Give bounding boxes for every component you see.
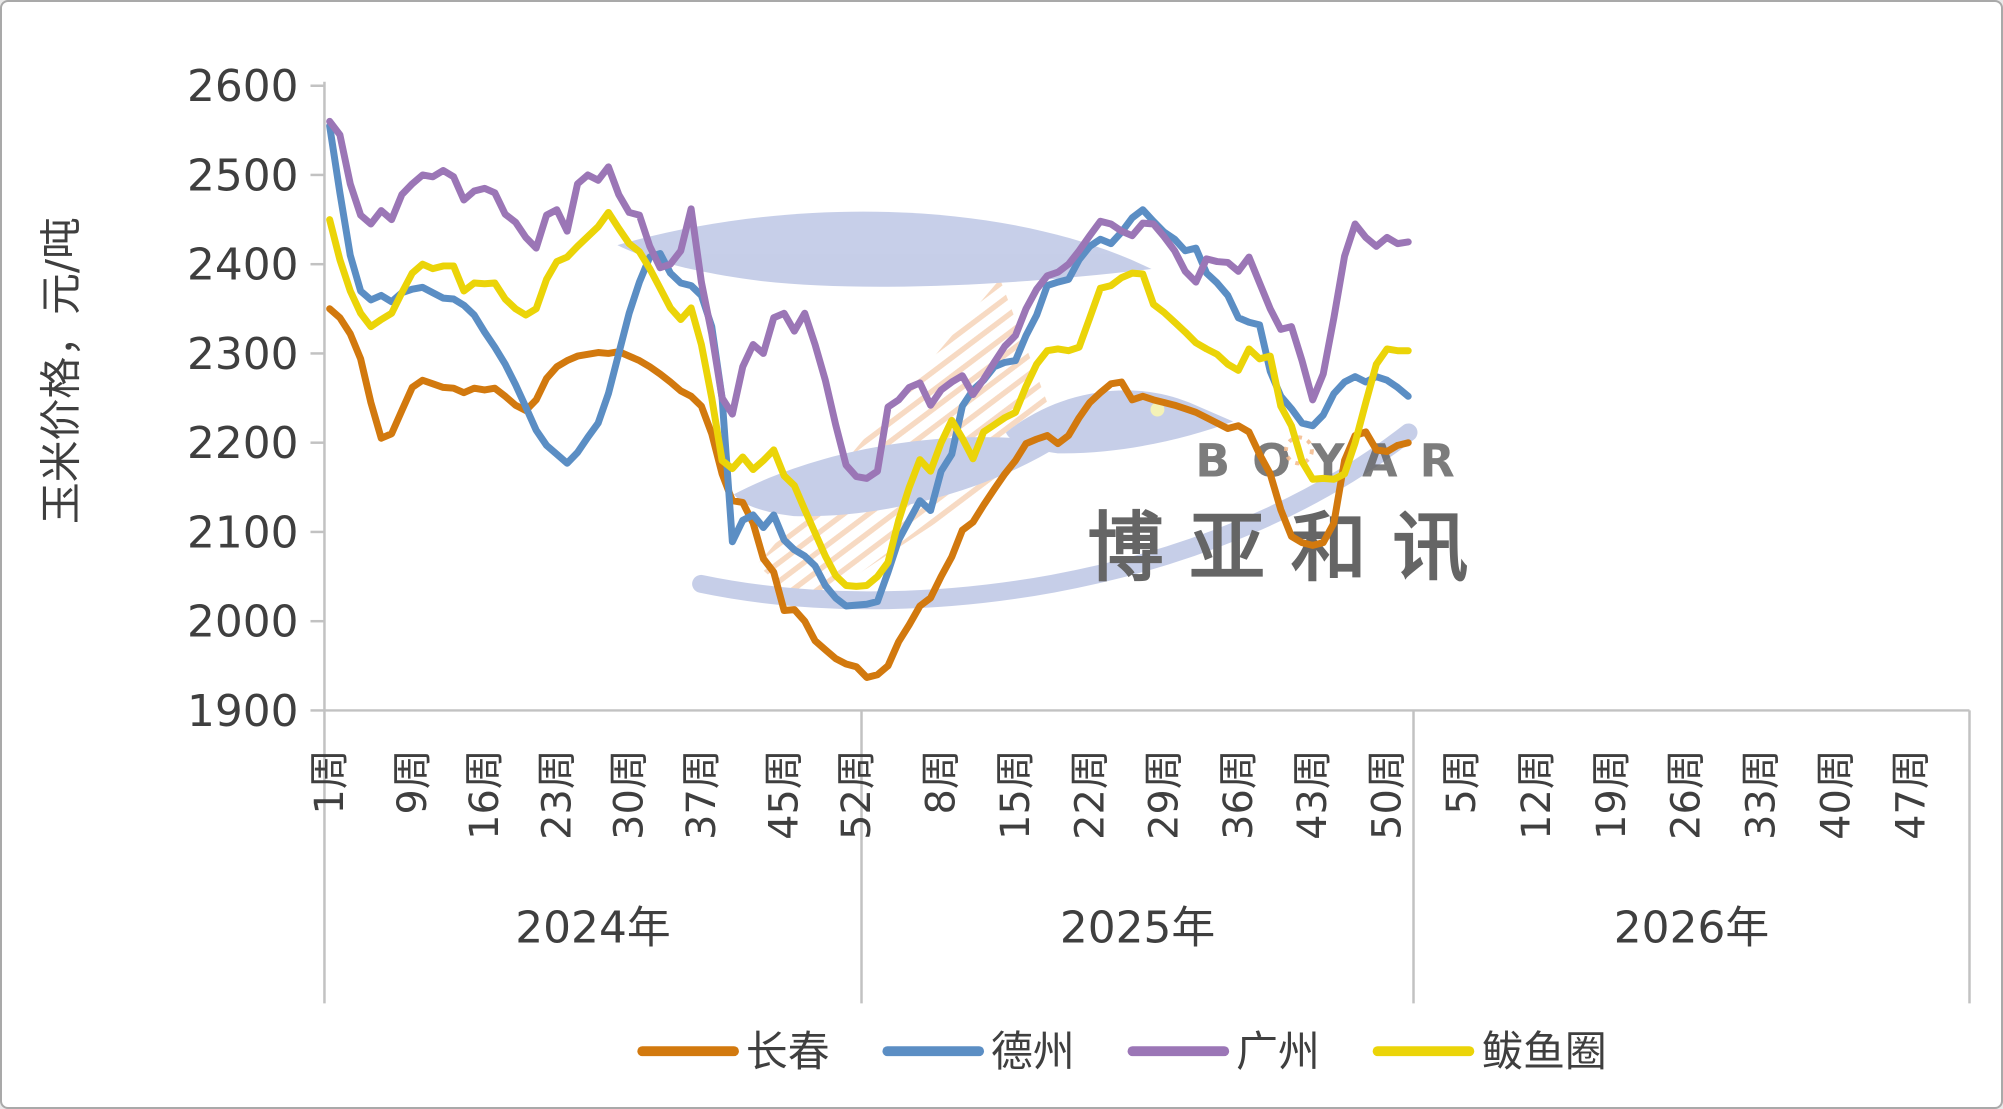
x-week-label: 19周 <box>1589 749 1635 840</box>
x-week-label: 33周 <box>1739 749 1785 840</box>
x-week-label: 40周 <box>1813 749 1859 840</box>
x-week-label: 43周 <box>1290 749 1336 840</box>
legend-label-dezhou: 德州 <box>991 1027 1075 1076</box>
year-label: 2025年 <box>1060 903 1215 954</box>
watermark-sunburst-icon <box>1283 435 1314 466</box>
x-week-label: 8周 <box>919 749 965 814</box>
x-week-label: 15周 <box>993 749 1039 840</box>
year-label: 2024年 <box>515 903 670 954</box>
y-tick-label: 2200 <box>187 418 299 469</box>
legend-label-guangzhou: 广州 <box>1236 1027 1320 1076</box>
watermark-cjk-text: 博亚和讯 <box>1088 504 1495 592</box>
series-line-guangzhou <box>326 117 1412 482</box>
bird-eye <box>1150 402 1165 417</box>
y-tick-label: 2400 <box>187 240 299 291</box>
x-week-label: 37周 <box>679 749 725 840</box>
year-label: 2026年 <box>1614 903 1769 954</box>
x-week-label: 26周 <box>1664 749 1710 840</box>
x-week-label: 5周 <box>1439 749 1485 814</box>
y-tick-label: 2000 <box>187 597 299 648</box>
y-tick-label: 2300 <box>187 329 299 380</box>
x-week-label: 22周 <box>1067 749 1113 840</box>
legend: 长春 德州 广州 鲅鱼圈 <box>637 1027 1607 1076</box>
series-line-dezhou <box>326 122 1412 610</box>
series-lines <box>326 117 1412 681</box>
x-week-label: 36周 <box>1216 749 1262 840</box>
swallow-bird-icon <box>617 211 1418 610</box>
x-week-label: 23周 <box>534 749 580 840</box>
x-week-label: 47周 <box>1888 749 1934 840</box>
x-week-label: 50周 <box>1365 749 1411 840</box>
x-week-label: 29周 <box>1142 749 1188 840</box>
x-week-label: 9周 <box>390 749 436 814</box>
x-week-label: 52周 <box>834 749 880 840</box>
x-week-label: 16周 <box>462 749 508 840</box>
x-week-label: 12周 <box>1514 749 1560 840</box>
y-tick-label: 1900 <box>187 686 299 737</box>
series-line-changchun <box>326 305 1412 681</box>
y-tick-label: 2600 <box>187 61 299 112</box>
legend-label-bayuquan: 鲅鱼圈 <box>1481 1027 1607 1076</box>
y-tick-label: 2100 <box>187 507 299 558</box>
y-tick-label: 2500 <box>187 150 299 201</box>
series-line-bayuquan <box>326 208 1412 590</box>
x-week-label: 45周 <box>762 749 808 840</box>
x-week-label: 1周 <box>307 749 353 814</box>
y-axis-title: 玉米价格，元/吨 <box>36 217 85 524</box>
legend-label-changchun: 长春 <box>746 1027 830 1076</box>
watermark: BOYAR 博亚和讯 <box>617 211 1495 610</box>
x-week-label: 30周 <box>607 749 653 840</box>
